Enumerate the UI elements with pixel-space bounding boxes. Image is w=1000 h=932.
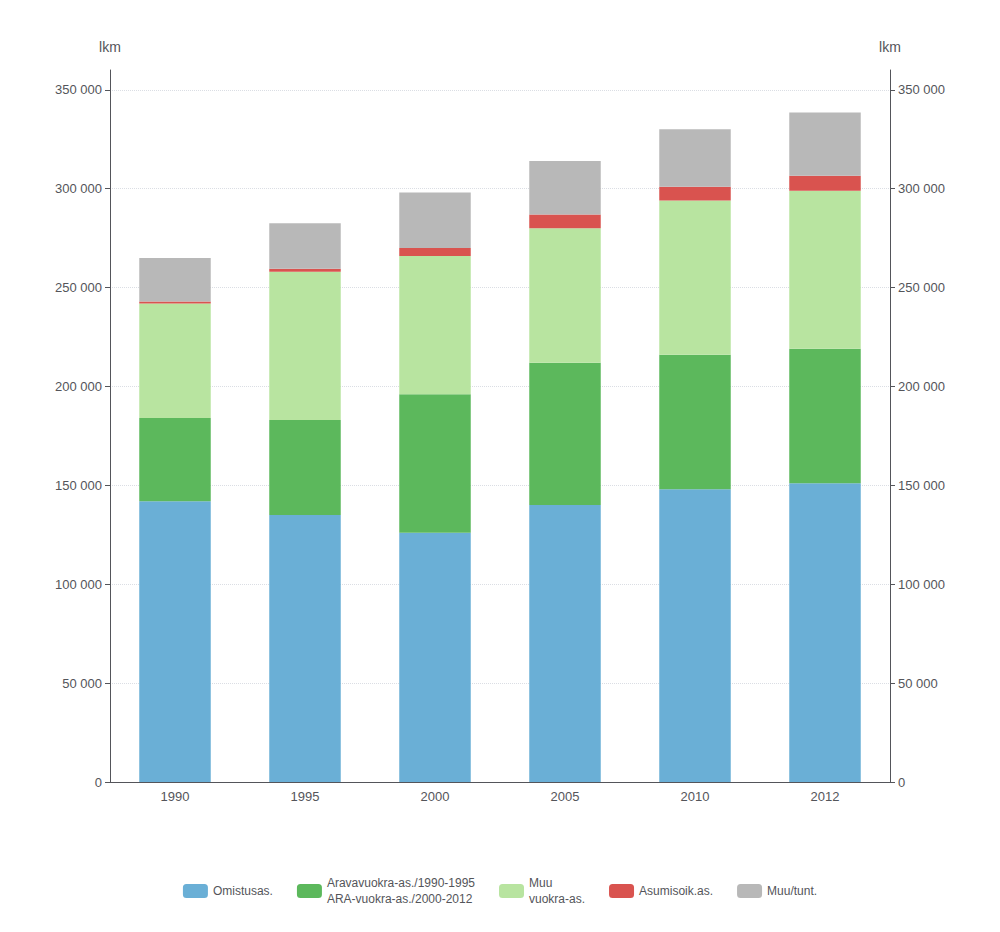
svg-text:350 000: 350 000 — [898, 82, 945, 97]
svg-text:0: 0 — [95, 775, 102, 790]
svg-text:100 000: 100 000 — [898, 577, 945, 592]
svg-text:150 000: 150 000 — [898, 478, 945, 493]
svg-text:100 000: 100 000 — [55, 577, 102, 592]
svg-text:1995: 1995 — [291, 789, 320, 804]
svg-text:Omistusas.: Omistusas. — [213, 884, 273, 898]
svg-text:200 000: 200 000 — [898, 379, 945, 394]
svg-text:150 000: 150 000 — [55, 478, 102, 493]
svg-text:50 000: 50 000 — [898, 676, 938, 691]
svg-text:300 000: 300 000 — [898, 181, 945, 196]
svg-text:ARA-vuokra-as./2000-2012: ARA-vuokra-as./2000-2012 — [327, 892, 473, 906]
svg-text:0: 0 — [898, 775, 905, 790]
svg-text:2012: 2012 — [811, 789, 840, 804]
svg-text:lkm: lkm — [879, 39, 901, 55]
svg-text:2010: 2010 — [681, 789, 710, 804]
svg-text:350 000: 350 000 — [55, 82, 102, 97]
svg-text:Asumisoik.as.: Asumisoik.as. — [639, 884, 713, 898]
svg-text:250 000: 250 000 — [898, 280, 945, 295]
svg-text:Aravavuokra-as./1990-1995: Aravavuokra-as./1990-1995 — [327, 876, 475, 890]
svg-text:lkm: lkm — [99, 39, 121, 55]
svg-text:2000: 2000 — [421, 789, 450, 804]
svg-text:1990: 1990 — [161, 789, 190, 804]
svg-text:300 000: 300 000 — [55, 181, 102, 196]
svg-text:50 000: 50 000 — [62, 676, 102, 691]
svg-text:200 000: 200 000 — [55, 379, 102, 394]
svg-text:vuokra-as.: vuokra-as. — [529, 892, 585, 906]
svg-text:Muu/tunt.: Muu/tunt. — [767, 884, 817, 898]
svg-text:250 000: 250 000 — [55, 280, 102, 295]
svg-text:Muu: Muu — [529, 876, 552, 890]
svg-text:2005: 2005 — [551, 789, 580, 804]
